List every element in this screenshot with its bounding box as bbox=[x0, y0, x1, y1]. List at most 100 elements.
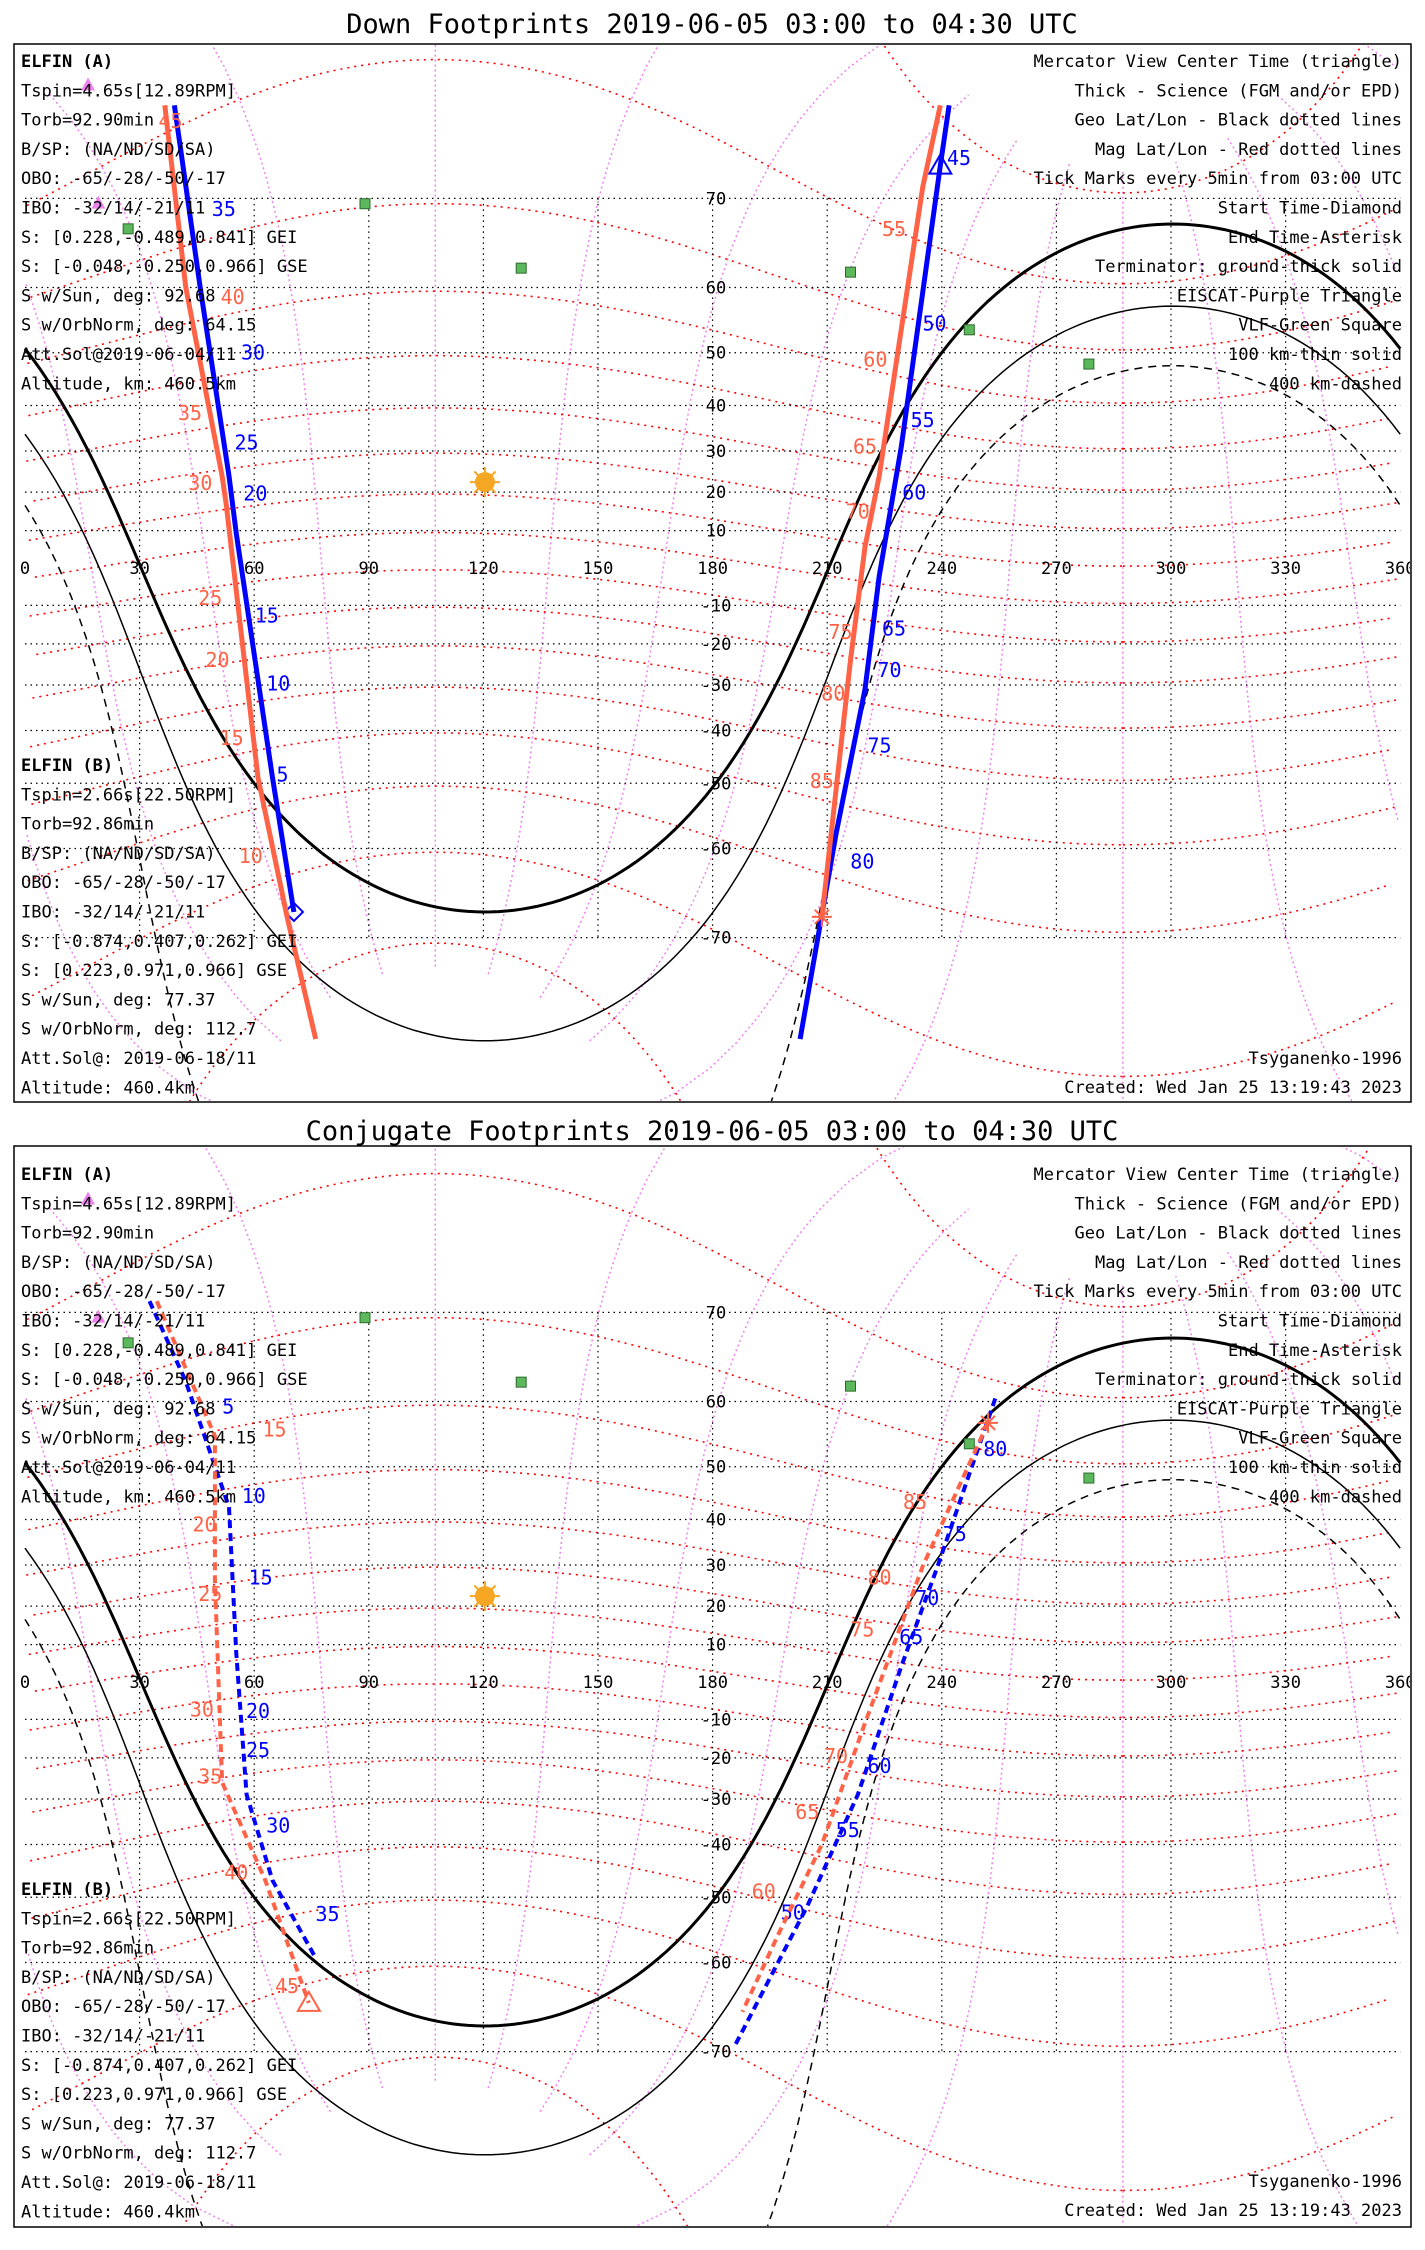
mag-lat-line bbox=[30, 1316, 1396, 1465]
elfin-b-time-tick-label: 40 bbox=[221, 285, 245, 309]
mag-lon-line bbox=[24, 1208, 1396, 2156]
elfin-a-info-line: S: [0.228,-0.489,0.841] GEI bbox=[21, 1341, 297, 1361]
mag-lat-line bbox=[26, 1172, 1393, 1399]
elfin-a-name: ELFIN (A) bbox=[21, 52, 113, 72]
elfin-a-time-tick-label: 10 bbox=[242, 1484, 266, 1508]
elfin-a-info-line: IBO: -32/14/-21/11 bbox=[21, 1312, 205, 1332]
mag-lat-line bbox=[28, 354, 1393, 450]
elfin-a-info-line: OBO: -65/-28/-50/-17 bbox=[21, 169, 226, 189]
elfin-a-time-tick-label: 80 bbox=[983, 1437, 1007, 1461]
elfin-a-info-line: Att.Sol@2019-06-04/11 bbox=[21, 1458, 236, 1478]
elfin-b-info-line: Torb=92.86min bbox=[21, 1939, 154, 1959]
elfin-b-time-tick-label: 60 bbox=[752, 1880, 776, 1904]
lat-tick-label: -60 bbox=[701, 1954, 732, 1974]
mag-lon-line bbox=[893, 161, 1071, 1101]
map-area: 0 30 60 90 120 150 180 210 240 270 300 330 360 70 60 50… bbox=[20, 1054, 1410, 2226]
lat-tick-label: 30 bbox=[706, 442, 726, 462]
legend-entry: 400 km-dashed bbox=[1269, 374, 1402, 394]
legend-entry: Mag Lat/Lon - Red dotted lines bbox=[1095, 1253, 1402, 1273]
asterisk-stroke bbox=[814, 909, 830, 925]
sun-disc bbox=[474, 472, 495, 493]
elfin-b-time-tick-label: 20 bbox=[205, 648, 229, 672]
lon-tick-label: 360 bbox=[1385, 559, 1416, 579]
elfin-b-time-tick-label: 70 bbox=[824, 1744, 848, 1768]
mag-lon-line bbox=[539, 1147, 905, 2112]
field-model-label: Tsyganenko-1996 bbox=[1248, 1049, 1402, 1069]
conjugate-footprints-panel: Conjugate Footprints 2019-06-05 03:00 to… bbox=[13, 1054, 1412, 2228]
panel-frame bbox=[13, 1145, 1412, 2228]
mag-lat-line bbox=[27, 1899, 1391, 2048]
legend-entry: Start Time-Diamond bbox=[1218, 1312, 1402, 1332]
lon-tick-label: 330 bbox=[1270, 1673, 1301, 1693]
elfin-b-track bbox=[740, 1421, 990, 2013]
lat-tick-label: -70 bbox=[701, 929, 732, 949]
elfin-b-time-tick-label: 85 bbox=[810, 769, 834, 793]
mag-lat-line bbox=[26, 407, 1391, 491]
elfin-a-track bbox=[171, 104, 297, 913]
eiscat-site-triangle-icon bbox=[81, 1191, 96, 1205]
sun-ray bbox=[473, 470, 480, 477]
lat-tick-label: 20 bbox=[706, 483, 726, 503]
mag-lat-line bbox=[882, 45, 1363, 194]
elfin-b-info-line: S w/OrbNorm, deg: 112.7 bbox=[21, 1020, 256, 1040]
lat-tick-label: -20 bbox=[701, 1749, 732, 1769]
lon-tick-label: 240 bbox=[926, 559, 957, 579]
legend-entry: Geo Lat/Lon - Black dotted lines bbox=[1074, 111, 1402, 131]
mag-lon-line bbox=[539, 45, 882, 998]
elfin-b-time-tick-label: 35 bbox=[198, 1764, 222, 1788]
elfin-a-time-tick-label: 25 bbox=[246, 1738, 270, 1762]
lon-tick-label: 150 bbox=[583, 1673, 614, 1693]
panel-title: Conjugate Footprints 2019-06-05 03:00 to… bbox=[306, 1116, 1119, 1147]
mag-lat-line bbox=[31, 1846, 1395, 1960]
mag-lon-line bbox=[435, 0, 1123, 967]
elfin-b-time-tick-label: 45 bbox=[275, 1974, 299, 1998]
mag-lat-line bbox=[31, 1965, 1395, 2192]
elfin-b-time-tick-label: 30 bbox=[188, 471, 212, 495]
elfin-a-info-line: S w/Sun, deg: 92.68 bbox=[21, 286, 215, 306]
elfin-a-time-tick-label: 20 bbox=[243, 482, 267, 506]
elfin-b-time-tick-label: 60 bbox=[863, 348, 887, 372]
elfin-a-time-tick-label: 15 bbox=[255, 604, 279, 628]
mag-lat-line bbox=[875, 1147, 1371, 1308]
lat-tick-label: -60 bbox=[701, 840, 732, 860]
elfin-a-time-tick-label: 35 bbox=[315, 1902, 339, 1926]
legend-entry: Terminator: ground-thick solid bbox=[1095, 257, 1402, 277]
elfin-b-info-line: OBO: -65/-28/-50/-17 bbox=[21, 873, 226, 893]
elfin-a-info-line: Torb=92.90min bbox=[21, 111, 154, 131]
elfin-b-track bbox=[162, 105, 319, 1040]
mag-lat-line bbox=[28, 1468, 1393, 1564]
map-area: 0 30 60 90 120 150 180 210 240 270 300 330 360 70 60 50… bbox=[20, 0, 1416, 1101]
elfin-a-time-tick-label: 65 bbox=[899, 1625, 923, 1649]
elfin-a-info-line: Tspin=4.65s[12.89RPM] bbox=[21, 81, 236, 101]
mag-lon-line bbox=[435, 1054, 1123, 2081]
elfin-a-time-tick-label: 75 bbox=[867, 733, 891, 757]
lon-tick-label: 60 bbox=[244, 559, 264, 579]
mag-lon-line bbox=[487, 1147, 667, 2089]
mag-lat-line bbox=[33, 1566, 1398, 1644]
legend-entry: Start Time-Diamond bbox=[1218, 199, 1402, 219]
elfin-a-time-tick-label: 45 bbox=[947, 146, 971, 170]
vlf-site-square-icon bbox=[515, 262, 527, 274]
elfin-a-time-tick-label: 5 bbox=[276, 763, 288, 787]
elfin-b-info-line: B/SP: (NA/ND/SD/SA) bbox=[21, 844, 215, 864]
elfin-a-info-line: Tspin=4.65s[12.89RPM] bbox=[21, 1194, 236, 1214]
elfin-b-track bbox=[819, 104, 943, 918]
elfin-a-info-line: S: [-0.048,-0.250,0.966] GSE bbox=[21, 1370, 308, 1390]
legend-entry: Geo Lat/Lon - Black dotted lines bbox=[1074, 1224, 1402, 1244]
elfin-a-time-tick-label: 70 bbox=[877, 658, 901, 682]
elfin-b-time-tick-label: 20 bbox=[192, 1512, 216, 1536]
elfin-a-time-tick-label: 55 bbox=[911, 408, 935, 432]
asterisk-stroke bbox=[980, 1415, 996, 1431]
mag-lat-line bbox=[30, 1800, 1394, 1896]
vlf-site-square-icon bbox=[845, 266, 857, 278]
elfin-b-info-line: S w/OrbNorm, deg: 112.7 bbox=[21, 2144, 256, 2164]
mag-lat-line bbox=[36, 606, 1401, 684]
elfin-b-name: ELFIN (B) bbox=[21, 756, 113, 776]
lon-tick-label: 210 bbox=[812, 559, 843, 579]
mag-lat-line bbox=[30, 202, 1396, 351]
elfin-b-time-tick-label: 45 bbox=[158, 109, 182, 133]
lat-tick-label: -10 bbox=[701, 596, 732, 616]
sun-icon bbox=[469, 467, 500, 498]
elfin-b-track bbox=[154, 1300, 311, 2004]
eiscat-site-triangle-icon bbox=[91, 195, 106, 209]
